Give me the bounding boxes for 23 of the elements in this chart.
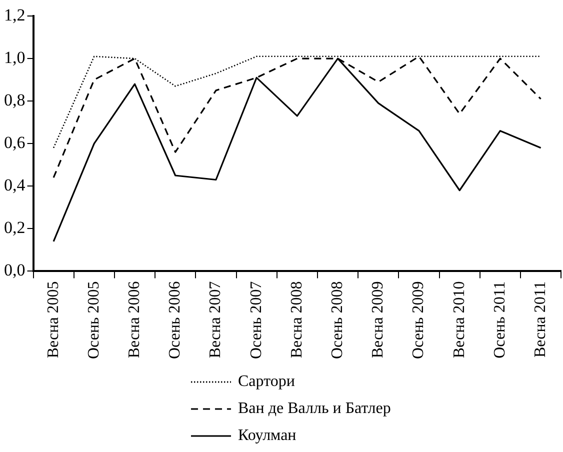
- legend-label: Ван де Валль и Батлер: [238, 400, 391, 418]
- y-tick-label: 1,0: [4, 48, 26, 67]
- x-tick-label: Весна 2009: [370, 281, 387, 358]
- x-tick-label: Осень 2006: [166, 281, 184, 359]
- x-tick-label: Весна 2005: [44, 281, 62, 358]
- y-tick-label: 0,0: [4, 260, 26, 280]
- x-tick-label: Весна 2008: [288, 281, 306, 358]
- x-tick-label: Весна 2006: [126, 281, 143, 358]
- y-tick-label: 0,6: [4, 133, 26, 152]
- y-tick-label: 0,2: [4, 218, 26, 238]
- x-tick-label: Осень 2005: [85, 281, 102, 359]
- x-tick-label: Весна 2010: [450, 281, 468, 358]
- x-tick-label: Весна 2011: [532, 281, 550, 358]
- x-tick-label: Осень 2009: [410, 281, 428, 359]
- x-tick-label: Осень 2011: [491, 281, 508, 358]
- y-tick-label: 0,4: [4, 176, 26, 195]
- y-tick-label: 1,2: [4, 5, 26, 24]
- legend-label: Коулман: [238, 426, 296, 444]
- legend-label: Сартори: [238, 372, 295, 390]
- x-tick-label: Осень 2007: [248, 281, 265, 359]
- x-tick-label: Весна 2007: [207, 281, 224, 358]
- y-tick-label: 0,8: [4, 90, 26, 110]
- x-tick-label: Осень 2008: [328, 281, 346, 359]
